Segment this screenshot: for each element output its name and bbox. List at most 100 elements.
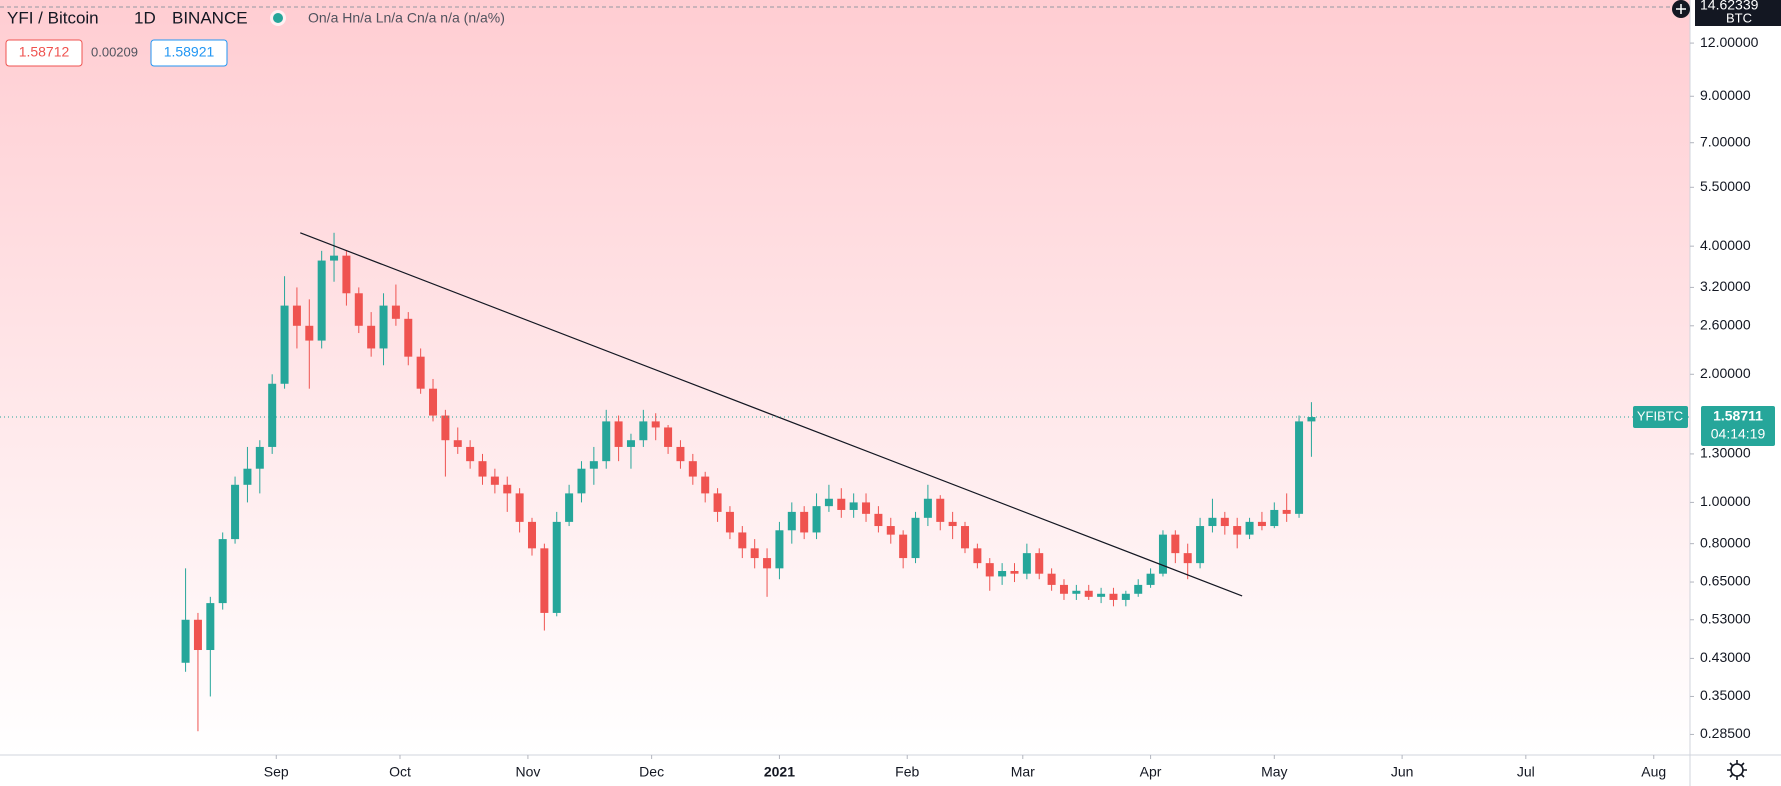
symbol: YFI / Bitcoin [7, 8, 99, 27]
time-axis-panel [0, 755, 1690, 786]
x-tick-label: Feb [895, 764, 919, 780]
y-tick-label: 0.43000 [1700, 649, 1751, 665]
candle-body [1245, 521, 1254, 535]
candle-body [750, 548, 759, 559]
ohlc-values: On/a Hn/a Ln/a Cn/a n/a (n/a%) [308, 10, 505, 26]
candle-body [948, 521, 957, 527]
y-tick-label: 0.35000 [1700, 687, 1751, 703]
y-tick-label: 0.53000 [1700, 610, 1751, 626]
candle-body [1146, 573, 1155, 585]
y-tick-label: 2.60000 [1700, 316, 1751, 332]
candle-body [961, 526, 970, 549]
y-tick-label: 7.00000 [1700, 133, 1751, 149]
spread: 0.00209 [91, 44, 138, 59]
candle-body [701, 476, 710, 494]
x-tick-label: Mar [1011, 764, 1035, 780]
last-price-tag [1701, 406, 1775, 447]
x-tick-label: Oct [389, 764, 411, 780]
candle-body [441, 415, 450, 441]
candle-body [787, 511, 796, 531]
candle-body [429, 388, 438, 416]
candle-body [404, 318, 413, 357]
candle-body [367, 325, 376, 349]
gear-teeth [1727, 760, 1747, 780]
ask-box[interactable] [150, 39, 228, 67]
candle-body [1035, 553, 1044, 574]
top-price-tag [1695, 0, 1781, 26]
interval: 1D [134, 8, 156, 27]
candle-body [688, 461, 697, 477]
candle-body [837, 498, 846, 510]
candle-body [1295, 421, 1304, 514]
y-tick-label: 5.50000 [1700, 178, 1751, 194]
candle-body [862, 502, 871, 514]
x-tick-label: Dec [639, 764, 664, 780]
add-icon [1676, 4, 1686, 14]
candle-body [354, 293, 363, 326]
candle-body [923, 498, 932, 518]
x-tick-label: May [1261, 764, 1287, 780]
candle-body [527, 521, 536, 549]
candle-body [503, 484, 512, 494]
candle-body [1307, 417, 1316, 422]
candle-body [1010, 570, 1019, 574]
candle-body [775, 530, 784, 569]
candle-body [218, 539, 227, 604]
candle-body [973, 548, 982, 564]
candle-body [379, 305, 388, 349]
candle-body [651, 421, 660, 428]
candle-body [763, 558, 772, 569]
candle-body [330, 255, 339, 261]
candle-body [1196, 526, 1205, 564]
candle-body [1097, 593, 1106, 597]
candle-body [849, 502, 858, 510]
y-tick-label: 12.00000 [1700, 34, 1759, 50]
candle-body [1072, 590, 1081, 594]
candle-body [243, 468, 252, 485]
candle-body [1220, 517, 1229, 527]
candle-body [614, 421, 623, 447]
x-tick-label: Apr [1140, 764, 1162, 780]
candle-body [664, 427, 673, 447]
settings-button[interactable] [1727, 760, 1747, 780]
candle-body [639, 421, 648, 441]
x-tick-label: Aug [1641, 764, 1666, 780]
candle-body [800, 511, 809, 533]
candle-body [1270, 509, 1279, 527]
countdown: 04:14:19 [1711, 426, 1766, 442]
candle-body [812, 506, 821, 533]
candle-body [998, 570, 1007, 577]
candle-body [515, 493, 524, 522]
currency: BTC [1726, 10, 1752, 25]
candle-body [478, 461, 487, 477]
price-axis-panel [1690, 0, 1781, 786]
y-tick-label: 1.30000 [1700, 445, 1751, 461]
y-tick-label: 4.00000 [1700, 237, 1751, 253]
symbol-tag-label: YFIBTC [1637, 408, 1683, 423]
x-tick-label: Nov [515, 764, 540, 780]
candle-body [1233, 526, 1242, 535]
candle-body [453, 440, 462, 447]
x-tick-label: Sep [264, 764, 289, 780]
candle-body [1109, 593, 1118, 600]
trend-line [300, 232, 1243, 597]
candle-body [626, 440, 635, 447]
candle-body [206, 603, 215, 651]
bid-box[interactable] [5, 39, 83, 67]
candle-body [1084, 590, 1093, 597]
candle-body [602, 421, 611, 462]
y-tick-label: 2.00000 [1700, 365, 1751, 381]
status-dot [273, 13, 283, 23]
candle-body [490, 476, 499, 485]
candle-body [589, 461, 598, 469]
candle-body [317, 260, 326, 341]
candle-body [886, 526, 895, 535]
candle-body [391, 305, 400, 319]
y-tick-label: 9.00000 [1700, 87, 1751, 103]
candle-body [1047, 573, 1056, 585]
x-tick-label: Jun [1391, 764, 1414, 780]
candle-body [231, 484, 240, 540]
last-price-label: 1.58711 [1713, 408, 1763, 424]
candle-body [1158, 534, 1167, 574]
